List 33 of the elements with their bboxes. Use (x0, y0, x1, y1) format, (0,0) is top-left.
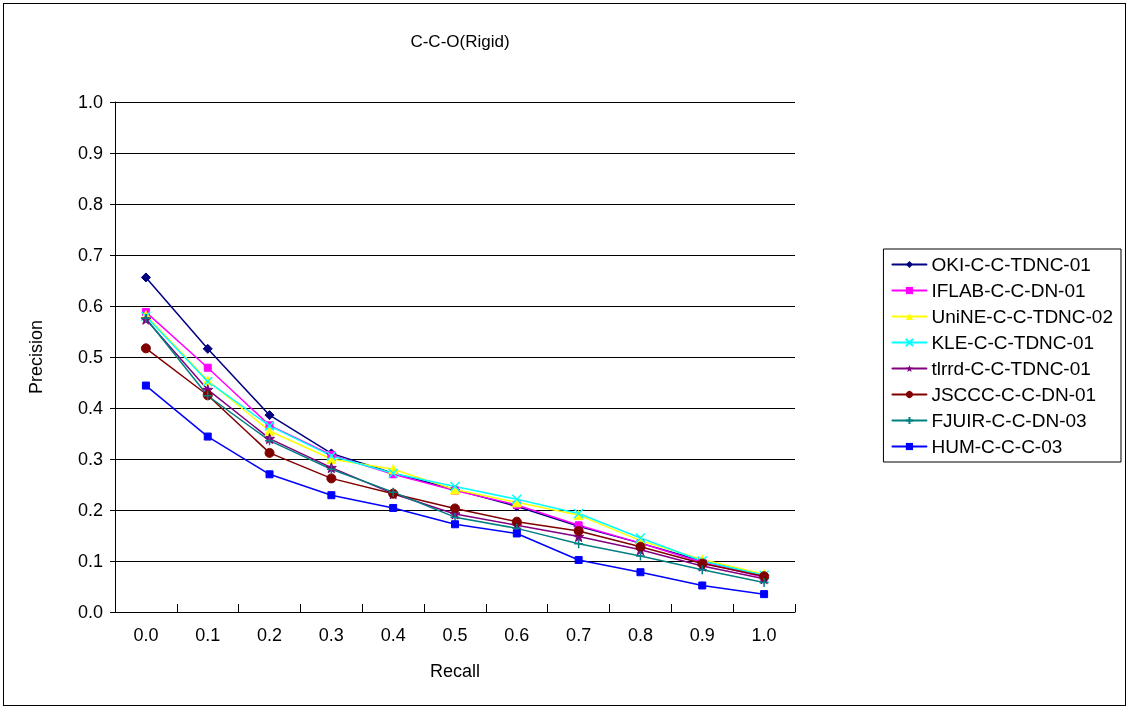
y-tick-label: 0.7 (77, 245, 103, 265)
legend-label: IFLAB-C-C-DN-01 (931, 280, 1086, 301)
legend-label: KLE-C-C-TDNC-01 (931, 332, 1095, 353)
x-tick-label: 0.3 (318, 625, 344, 645)
legend-label: FJUIR-C-C-DN-03 (931, 410, 1087, 431)
x-tick-label: 0.1 (195, 625, 221, 645)
legend-label: JSCCC-C-C-DN-01 (931, 384, 1097, 405)
x-tick-label: 0.4 (380, 625, 406, 645)
legend-label: HUM-C-C-C-03 (931, 436, 1063, 457)
y-tick-label: 0.2 (77, 500, 103, 520)
y-tick-label: 0.3 (77, 449, 103, 469)
y-tick-label: 0.8 (77, 194, 103, 214)
x-tick-label: 1.0 (751, 625, 777, 645)
x-tick-label: 0.2 (257, 625, 283, 645)
x-tick-label: 0.6 (504, 625, 530, 645)
x-axis-title: Recall (429, 661, 481, 681)
legend-label: tlrrd-C-C-TDNC-01 (931, 358, 1091, 379)
y-tick-label: 0.4 (77, 398, 103, 418)
y-tick-label: 0.6 (77, 296, 103, 316)
x-tick-label: 0.0 (133, 625, 159, 645)
y-tick-label: 0.1 (77, 551, 103, 571)
x-tick-label: 0.8 (627, 625, 653, 645)
y-axis-title: Precision (26, 319, 46, 395)
x-tick-label: 0.9 (689, 625, 715, 645)
x-tick-label: 0.7 (566, 625, 592, 645)
y-tick-label: 0.5 (77, 347, 103, 367)
x-tick-label: 0.5 (442, 625, 468, 645)
y-tick-label: 0.0 (77, 602, 103, 622)
chart-title: C-C-O(Rigid) (410, 32, 510, 51)
y-tick-label: 1.0 (77, 92, 103, 112)
y-tick-label: 0.9 (77, 143, 103, 163)
legend-label: OKI-C-C-TDNC-01 (931, 254, 1091, 275)
legend-label: UniNE-C-C-TDNC-02 (931, 306, 1113, 327)
